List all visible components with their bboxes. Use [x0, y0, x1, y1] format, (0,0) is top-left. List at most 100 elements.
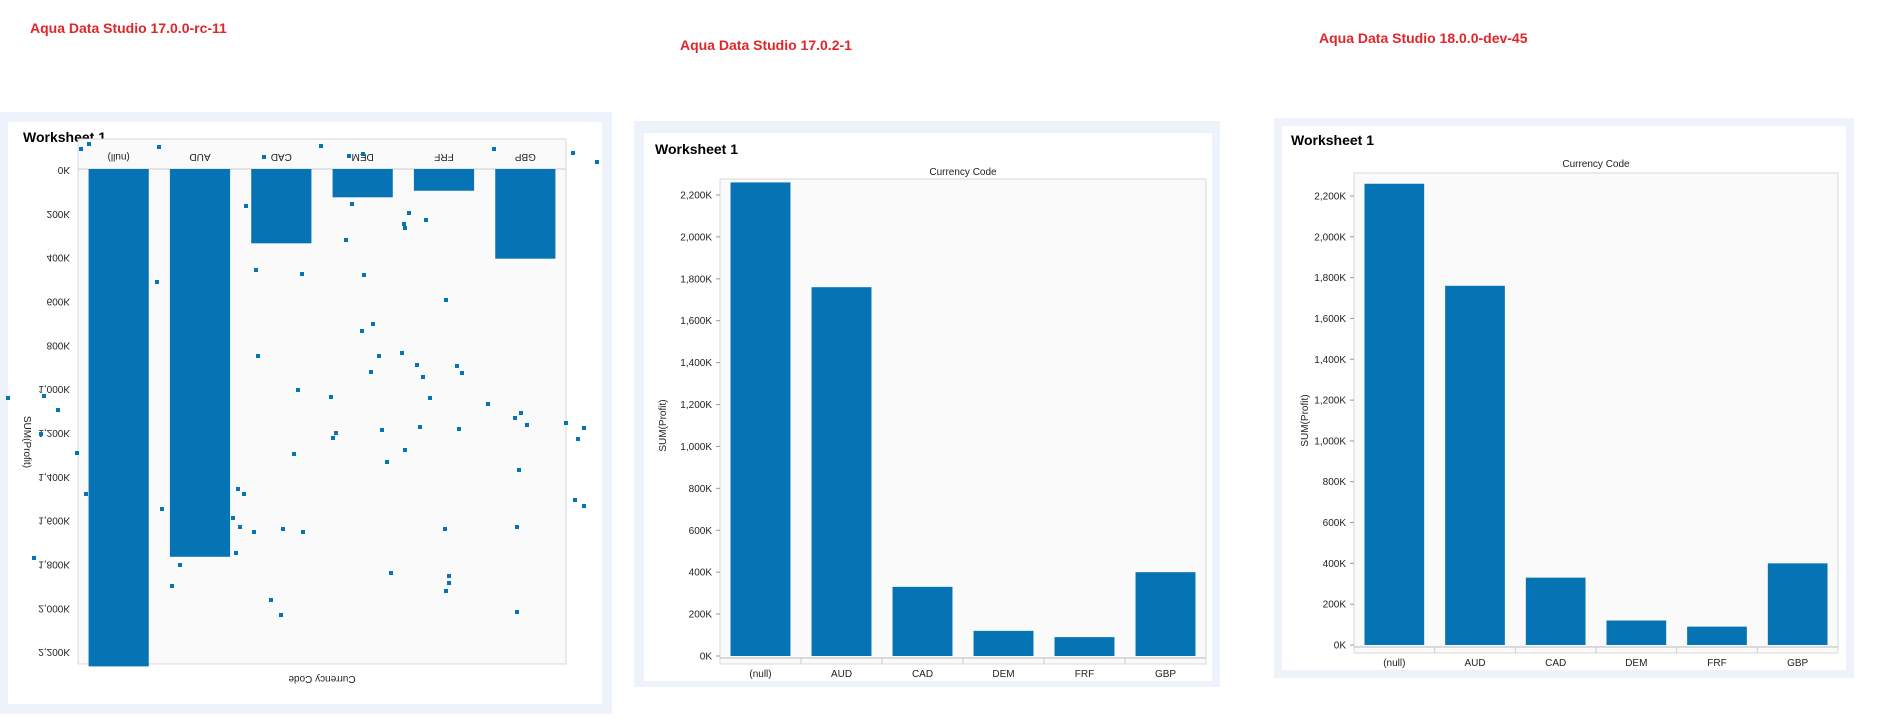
mid-y-tick-label: 0K — [700, 652, 713, 663]
right-x-tick-label: AUD — [1464, 658, 1485, 669]
left-bar-null — [88, 169, 149, 667]
right-x-tick-label: FRF — [1707, 658, 1726, 669]
stray-dot — [573, 498, 577, 502]
mid-x-tick-label: FRF — [1075, 669, 1094, 680]
right-x-tick-label: DEM — [1625, 658, 1647, 669]
right-y-tick-label: 0K — [1334, 641, 1347, 652]
left-x-tick-label: DEM — [352, 151, 374, 162]
right-bar-null — [1364, 183, 1425, 645]
stray-dot — [238, 525, 242, 529]
mid-bar-DEM — [973, 630, 1034, 656]
left-y-tick-label: 0K — [58, 164, 71, 175]
stray-dot — [334, 431, 338, 435]
mid-bar-FRF — [1054, 637, 1115, 656]
stray-dot — [224, 477, 228, 481]
stray-dot — [178, 563, 182, 567]
mid-x-tick-label: AUD — [831, 669, 852, 680]
stray-dot — [350, 202, 354, 206]
stray-dot — [389, 571, 393, 575]
mid-bar-CAD — [892, 586, 953, 656]
stray-dot — [123, 521, 127, 525]
mid-plot-frame — [719, 178, 1207, 665]
stray-dot — [84, 492, 88, 496]
stray-dot — [444, 298, 448, 302]
stray-dot — [457, 427, 461, 431]
mid-x-tick-label: GBP — [1155, 669, 1176, 680]
stray-dot — [582, 426, 586, 430]
stray-dot — [319, 144, 323, 148]
stray-dot — [344, 238, 348, 242]
left-bar-DEM — [332, 169, 393, 198]
stray-dot — [444, 589, 448, 593]
right-y-tick-label: 200K — [1323, 600, 1347, 611]
stray-dot — [75, 451, 79, 455]
stray-dot — [279, 613, 283, 617]
left-x-tick-label: (null) — [108, 151, 130, 162]
mid-y-tick-label: 200K — [689, 610, 713, 621]
left-y-tick-label: 1,000K — [38, 383, 70, 394]
left-y-axis-label: SUM(Profit) — [21, 416, 32, 468]
stray-dot — [486, 402, 490, 406]
left-y-tick-label: 2,200K — [38, 646, 70, 657]
stray-dot — [6, 396, 10, 400]
stray-dot — [443, 527, 447, 531]
stray-dot — [242, 492, 246, 496]
stray-dot — [292, 452, 296, 456]
stray-dot — [582, 504, 586, 508]
mid-y-tick-label: 1,400K — [680, 358, 712, 369]
mid-y-tick-label: 2,200K — [680, 191, 712, 202]
stray-dot — [519, 411, 523, 415]
mid-bar-GBP — [1135, 572, 1196, 656]
stray-dot — [415, 363, 419, 367]
stray-dot — [515, 525, 519, 529]
right-y-tick-label: 600K — [1323, 518, 1347, 529]
left-x-tick-label: CAD — [271, 151, 292, 162]
left-bar-AUD — [169, 169, 231, 557]
mid-x-tick-label: CAD — [912, 669, 933, 680]
worksheet-panel-right: Worksheet 1 Currency Code SUM(Profit) 0K 20… — [1274, 118, 1854, 678]
stray-dot — [576, 437, 580, 441]
stray-dot — [360, 329, 364, 333]
stray-dot — [439, 185, 443, 189]
stray-dot — [170, 584, 174, 588]
stray-dot — [262, 155, 266, 159]
stray-dot — [213, 525, 217, 529]
stray-dot — [252, 530, 256, 534]
left-x-tick-label: AUD — [189, 151, 210, 162]
stray-dot — [362, 273, 366, 277]
left-y-tick-label: 200K — [47, 208, 71, 219]
stray-dot — [269, 598, 273, 602]
right-chart-title: Currency Code — [1562, 159, 1630, 170]
stray-dot — [129, 603, 133, 607]
mid-y-tick-label: 400K — [689, 568, 713, 579]
worksheet-panel-left: Worksheet 1 (null) AUD CAD DEM FRF GBP 0K 200K 4… — [0, 112, 612, 714]
right-y-axis-label: SUM(Profit) — [1300, 394, 1311, 446]
worksheet-title-right: Worksheet 1 — [1291, 132, 1374, 148]
mid-x-tick-label: (null) — [749, 669, 771, 680]
left-bar-FRF — [413, 169, 475, 191]
mid-y-tick-label: 1,000K — [680, 442, 712, 453]
stray-dot — [418, 425, 422, 429]
stray-dot — [254, 268, 258, 272]
chart-left: (null) AUD CAD DEM FRF GBP 0K 200K 400K 600K 800K 1… — [6, 138, 599, 684]
right-y-tick-label: 1,600K — [1314, 314, 1346, 325]
stray-dot — [532, 182, 536, 186]
stray-dot — [447, 574, 451, 578]
mid-y-tick-label: 2,000K — [680, 232, 712, 243]
stray-dot — [269, 209, 273, 213]
left-y-tick-label: 400K — [47, 252, 71, 263]
stray-dot — [517, 468, 521, 472]
mid-y-tick-label: 600K — [689, 526, 713, 537]
right-y-tick-label: 2,000K — [1314, 232, 1346, 243]
stray-dot — [571, 151, 575, 155]
mid-y-tick-label: 1,600K — [680, 316, 712, 327]
left-y-tick-label: 600K — [47, 296, 71, 307]
stray-dot — [300, 272, 304, 276]
right-x-tick-label: GBP — [1787, 658, 1808, 669]
stray-dot — [157, 145, 161, 149]
left-y-tick-label: 800K — [47, 339, 71, 350]
stray-dot — [56, 408, 60, 412]
stray-dot — [95, 477, 99, 481]
stray-dot — [525, 423, 529, 427]
stray-dot — [244, 204, 248, 208]
